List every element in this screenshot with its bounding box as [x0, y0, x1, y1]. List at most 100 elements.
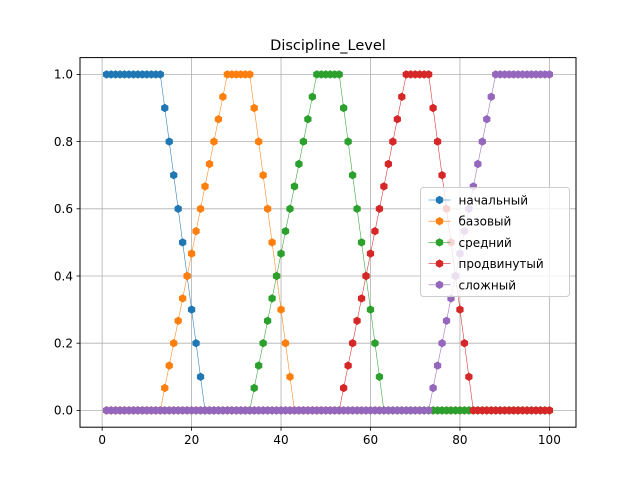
data-point — [442, 316, 451, 325]
data-point — [286, 204, 294, 213]
x-tick-label: 100 — [538, 433, 561, 447]
data-point — [429, 383, 437, 393]
data-point — [277, 305, 285, 314]
data-point — [161, 383, 169, 393]
y-tick-label: 1.0 — [54, 68, 73, 82]
series-layer — [102, 70, 554, 415]
data-point — [371, 227, 379, 236]
y-tick-label: 0.6 — [54, 202, 73, 216]
x-tick-label: 80 — [452, 433, 467, 447]
x-tick-label: 60 — [363, 433, 378, 447]
data-point — [250, 383, 258, 393]
data-point — [179, 238, 187, 247]
legend: начальный базовый средний продвинутый сложны… — [420, 187, 570, 297]
data-point — [362, 271, 370, 281]
data-point — [433, 361, 442, 370]
data-point — [165, 137, 173, 146]
data-point — [371, 339, 379, 348]
data-point — [375, 204, 384, 213]
data-point — [196, 372, 205, 381]
legend-box — [420, 187, 570, 297]
data-point — [214, 114, 223, 124]
axes-frame — [79, 57, 577, 428]
data-point — [344, 137, 352, 146]
data-point — [259, 171, 267, 180]
legend-swatch-marker — [435, 217, 444, 226]
data-point — [299, 137, 308, 146]
data-point — [192, 227, 200, 236]
data-point — [161, 103, 169, 113]
data-point — [268, 294, 276, 303]
data-point — [340, 103, 348, 113]
data-point — [393, 114, 401, 124]
data-point — [353, 316, 361, 325]
legend-swatch-marker — [435, 259, 444, 268]
legend-label: средний — [459, 236, 512, 250]
legend-swatch-marker — [435, 238, 444, 247]
data-point — [246, 70, 254, 79]
data-point — [179, 294, 187, 303]
data-point — [456, 305, 464, 314]
legend-label: базовый — [459, 215, 512, 229]
data-point — [183, 271, 191, 281]
data-point — [304, 114, 312, 124]
y-tick-label: 0.0 — [54, 404, 73, 418]
data-point — [170, 171, 178, 180]
data-point — [259, 339, 267, 348]
data-point — [187, 249, 196, 258]
chart-title: Discipline_Level — [270, 38, 386, 54]
data-point — [398, 92, 406, 102]
data-point — [433, 137, 442, 146]
legend-label: продвинутый — [459, 257, 544, 271]
data-point — [281, 339, 290, 348]
y-tick-label: 0.8 — [54, 135, 73, 149]
legend-label: сложный — [459, 278, 517, 292]
data-point — [366, 305, 375, 314]
data-point — [165, 361, 173, 370]
x-tick-label: 20 — [184, 433, 199, 447]
data-point — [344, 361, 352, 370]
data-point — [335, 70, 343, 79]
data-point — [357, 238, 366, 247]
data-point — [389, 137, 397, 146]
data-point — [255, 137, 263, 146]
data-point — [255, 361, 263, 370]
data-point — [348, 171, 357, 180]
data-point — [277, 249, 285, 258]
data-point — [348, 339, 357, 348]
data-point — [375, 372, 384, 381]
data-point — [487, 92, 495, 102]
data-point — [263, 316, 272, 325]
data-point — [210, 137, 218, 146]
legend-label: начальный — [459, 194, 529, 208]
data-point — [201, 182, 209, 191]
data-point — [295, 159, 303, 169]
data-point — [424, 70, 433, 79]
data-point — [460, 339, 469, 348]
data-point — [384, 159, 393, 169]
data-point — [187, 305, 196, 314]
data-point — [281, 227, 290, 236]
data-point — [268, 238, 276, 247]
data-point — [438, 171, 446, 180]
legend-swatch-marker — [435, 280, 444, 289]
data-point — [174, 316, 182, 325]
data-point — [205, 159, 214, 169]
data-point — [192, 339, 200, 348]
y-tick-label: 0.2 — [54, 337, 73, 351]
data-point — [272, 271, 281, 281]
data-point — [156, 70, 164, 79]
data-point — [250, 103, 258, 113]
y-tick-label: 0.4 — [54, 269, 73, 283]
data-point — [545, 70, 554, 79]
data-point — [429, 103, 437, 113]
data-point — [478, 137, 486, 146]
data-point — [465, 372, 473, 381]
data-point — [174, 204, 182, 213]
series-5 — [102, 70, 554, 415]
legend-swatch-marker — [435, 195, 444, 205]
data-point — [308, 92, 316, 102]
data-point — [366, 249, 375, 258]
